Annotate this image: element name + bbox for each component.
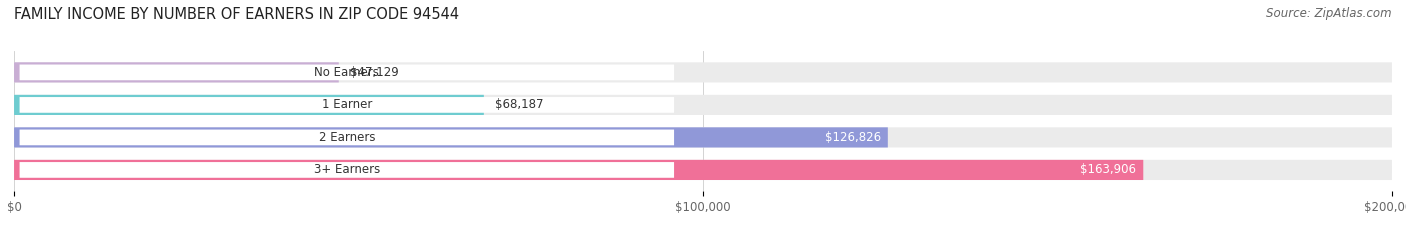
FancyBboxPatch shape	[14, 160, 1143, 180]
FancyBboxPatch shape	[14, 62, 1392, 82]
FancyBboxPatch shape	[14, 95, 1392, 115]
Text: Source: ZipAtlas.com: Source: ZipAtlas.com	[1267, 7, 1392, 20]
Text: 3+ Earners: 3+ Earners	[314, 163, 380, 176]
Text: $163,906: $163,906	[1080, 163, 1136, 176]
FancyBboxPatch shape	[20, 162, 673, 178]
FancyBboxPatch shape	[14, 95, 484, 115]
Text: No Earners: No Earners	[315, 66, 380, 79]
Text: $68,187: $68,187	[495, 98, 543, 111]
FancyBboxPatch shape	[14, 127, 1392, 147]
FancyBboxPatch shape	[20, 65, 673, 80]
FancyBboxPatch shape	[20, 97, 673, 113]
Text: 2 Earners: 2 Earners	[319, 131, 375, 144]
FancyBboxPatch shape	[14, 62, 339, 82]
FancyBboxPatch shape	[20, 130, 673, 145]
FancyBboxPatch shape	[14, 127, 887, 147]
Text: 1 Earner: 1 Earner	[322, 98, 373, 111]
Text: $47,129: $47,129	[350, 66, 398, 79]
FancyBboxPatch shape	[14, 160, 1392, 180]
Text: FAMILY INCOME BY NUMBER OF EARNERS IN ZIP CODE 94544: FAMILY INCOME BY NUMBER OF EARNERS IN ZI…	[14, 7, 460, 22]
Text: $126,826: $126,826	[825, 131, 882, 144]
